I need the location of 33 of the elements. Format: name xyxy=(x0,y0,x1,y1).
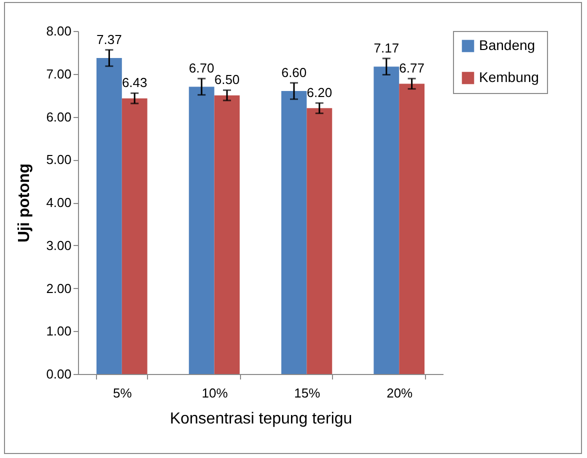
bar xyxy=(96,58,122,374)
legend-label: Bandeng xyxy=(479,37,536,53)
x-tick-label: 15% xyxy=(294,386,321,400)
x-tick-label: 20% xyxy=(386,386,414,400)
y-axis-title: Uji potong xyxy=(16,163,34,243)
data-label: 6.77 xyxy=(399,60,424,76)
data-label: 7.17 xyxy=(374,40,400,56)
data-label: 7.37 xyxy=(96,32,122,47)
data-label: 6.20 xyxy=(306,85,332,100)
x-tick-label: 5% xyxy=(112,386,132,400)
bar xyxy=(281,91,307,374)
legend-label: Kembung xyxy=(479,69,539,85)
bar xyxy=(306,108,332,374)
y-tick-label: 0.00 xyxy=(46,366,72,382)
y-tick-label: 1.00 xyxy=(46,324,72,339)
bar xyxy=(214,95,240,374)
bar xyxy=(122,98,148,374)
data-label: 6.43 xyxy=(122,75,148,90)
data-label: 6.60 xyxy=(281,64,307,80)
y-tick-label: 2.00 xyxy=(46,280,72,296)
x-axis-title: Konsentrasi tepung terigu xyxy=(170,410,352,428)
data-label: 6.50 xyxy=(214,72,240,88)
bar xyxy=(374,66,400,374)
bar xyxy=(399,84,425,374)
y-tick-label: 6.00 xyxy=(46,109,72,124)
y-tick-label: 8.00 xyxy=(46,24,72,38)
y-tick-label: 5.00 xyxy=(46,152,72,168)
y-tick-label: 7.00 xyxy=(46,66,72,82)
y-tick-label: 4.00 xyxy=(46,195,72,210)
data-label: 6.70 xyxy=(188,60,214,76)
bar xyxy=(188,86,214,374)
x-tick-label: 10% xyxy=(202,386,228,400)
y-tick-label: 3.00 xyxy=(46,238,72,253)
